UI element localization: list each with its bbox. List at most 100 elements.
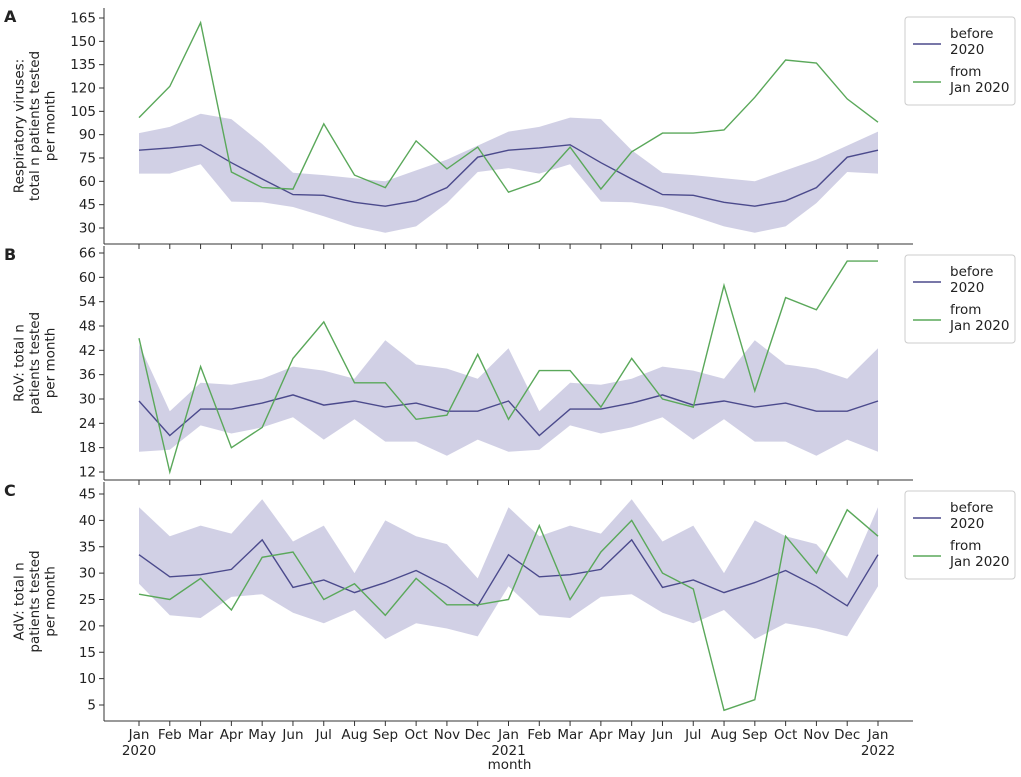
panel-A: 30 45 60 75 90 105 120 135 150 165 A Respiratory vi…: [4, 7, 1016, 249]
legend-label-from-jan-2020: from Jan 2020: [949, 302, 1009, 334]
legend-box: [904, 254, 1016, 344]
legend-box: [904, 490, 1016, 580]
legend-label-line: from: [950, 302, 981, 318]
x-tick-label: Jan 2020: [122, 727, 156, 759]
x-tick-label-line: 2022: [861, 743, 895, 759]
x-tick-label-line: Aug: [711, 727, 737, 743]
legend-label-before-2020: before 2020: [950, 26, 993, 58]
x-tick-label: May: [618, 727, 646, 743]
x-tick-label-line: Nov: [803, 727, 829, 743]
y-tick-label: 40: [79, 513, 96, 529]
y-axis-title: RoV: total npatients testedper month: [12, 312, 59, 414]
y-axis-title-line: AdV: total n: [12, 562, 28, 640]
y-axis-title-line: patients tested: [27, 312, 43, 414]
x-tick-label: Sep: [373, 727, 398, 743]
x-tick-label: Nov: [434, 727, 460, 743]
y-tick-label: 60: [79, 270, 96, 286]
legend-label-from-jan-2020: from Jan 2020: [949, 64, 1009, 96]
x-tick-label-line: Sep: [373, 727, 398, 743]
y-tick-label: 105: [70, 104, 96, 120]
x-tick-label: May: [248, 727, 276, 743]
y-axis-title-line: RoV: total n: [12, 324, 28, 402]
panel-B: 12 18 24 30 36 42 48 54 60 66 B RoV: total npatient…: [4, 245, 1016, 485]
x-axis-title: month: [488, 757, 532, 773]
x-tick-label-line: Dec: [465, 727, 491, 743]
y-tick-label: 150: [70, 34, 96, 50]
y-axis-title-line: patients tested: [27, 550, 43, 652]
x-tick-label-line: Mar: [557, 727, 583, 743]
y-tick-label: 30: [79, 221, 96, 237]
x-tick-label-line: Jan: [497, 727, 519, 743]
y-axis-title: AdV: total npatients testedper month: [12, 550, 59, 652]
y-tick-label: 120: [70, 81, 96, 97]
y-axis-title-line: per month: [43, 328, 59, 399]
y-tick-label: 5: [87, 698, 96, 714]
y-tick-label: 36: [79, 367, 96, 383]
x-tick-label-line: Jul: [315, 727, 332, 743]
y-tick-label: 30: [79, 566, 96, 582]
from-jan-2020-line: [138, 20, 879, 194]
panel-letter: B: [4, 245, 16, 264]
before-2020-line: [138, 394, 879, 437]
legend-label-line: Jan 2020: [949, 80, 1009, 96]
x-tick-label-line: Oct: [774, 727, 797, 743]
x-tick-label: Mar: [557, 727, 583, 743]
x-tick-label: Dec: [465, 727, 491, 743]
legend-label-from-jan-2020: from Jan 2020: [949, 538, 1009, 570]
x-tick-label-line: Jun: [281, 727, 303, 743]
y-tick-label: 60: [79, 174, 96, 190]
y-tick-label: 42: [79, 343, 96, 359]
x-tick-label-line: Nov: [434, 727, 460, 743]
x-tick-label: Oct: [774, 727, 797, 743]
y-tick-label: 25: [79, 592, 96, 608]
legend-label-line: from: [950, 64, 981, 80]
legend-box: [904, 16, 1016, 106]
legend-label-line: before: [950, 264, 993, 280]
from-jan-2020-line: [138, 260, 878, 475]
y-tick-label: 45: [79, 197, 96, 213]
x-tick-label: Jun: [281, 727, 303, 743]
x-tick-label-line: Mar: [188, 727, 214, 743]
legend-label-before-2020: before 2020: [950, 264, 993, 296]
y-tick-label: 66: [79, 246, 96, 262]
x-tick-label: Jul: [315, 727, 332, 743]
x-tick-label-line: Feb: [158, 727, 182, 743]
y-axis-title: Respiratory viruses:total n patients tes…: [12, 51, 59, 201]
panel-letter: C: [4, 481, 16, 500]
x-tick-label: Nov: [803, 727, 829, 743]
x-tick-label: Aug: [711, 727, 737, 743]
x-tick-label: Jan 2022: [861, 727, 895, 759]
y-tick-label: 35: [79, 539, 96, 555]
x-tick-label: Apr: [589, 727, 613, 743]
x-tick-label: Jan 2021: [491, 727, 525, 759]
y-axis-title-line: per month: [43, 91, 59, 162]
y-tick-label: 75: [79, 151, 96, 167]
x-tick-label-line: Apr: [589, 727, 613, 743]
legend-label-line: before: [950, 500, 993, 516]
before-2020-line: [138, 144, 879, 207]
legend-label-line: Jan 2020: [949, 554, 1009, 570]
x-tick-label: Feb: [527, 727, 551, 743]
legend-label-line: Jan 2020: [949, 318, 1009, 334]
x-tick-label: Dec: [834, 727, 860, 743]
from-jan-2020-line: [138, 508, 879, 712]
y-tick-label: 45: [79, 487, 96, 503]
x-tick-label-line: May: [248, 727, 276, 743]
x-tick-label-line: 2020: [122, 743, 156, 759]
y-tick-label: 54: [79, 294, 96, 310]
before-2020-range-band: [139, 340, 878, 456]
legend-label-line: from: [950, 538, 981, 554]
x-tick-label-line: Dec: [834, 727, 860, 743]
x-tick-label: Jun: [651, 727, 673, 743]
y-tick-label: 20: [79, 618, 96, 634]
before-2020-range-band: [139, 113, 878, 233]
y-tick-label: 10: [79, 671, 96, 687]
before-2020-range-band: [139, 499, 878, 640]
x-tick-label-line: Jul: [684, 727, 701, 743]
legend-label-line: 2020: [950, 280, 984, 296]
y-axis-title-line: Respiratory viruses:: [12, 59, 28, 193]
y-tick-label: 165: [70, 11, 96, 27]
x-tick-label-line: Jan: [128, 727, 150, 743]
y-tick-label: 24: [79, 416, 96, 432]
